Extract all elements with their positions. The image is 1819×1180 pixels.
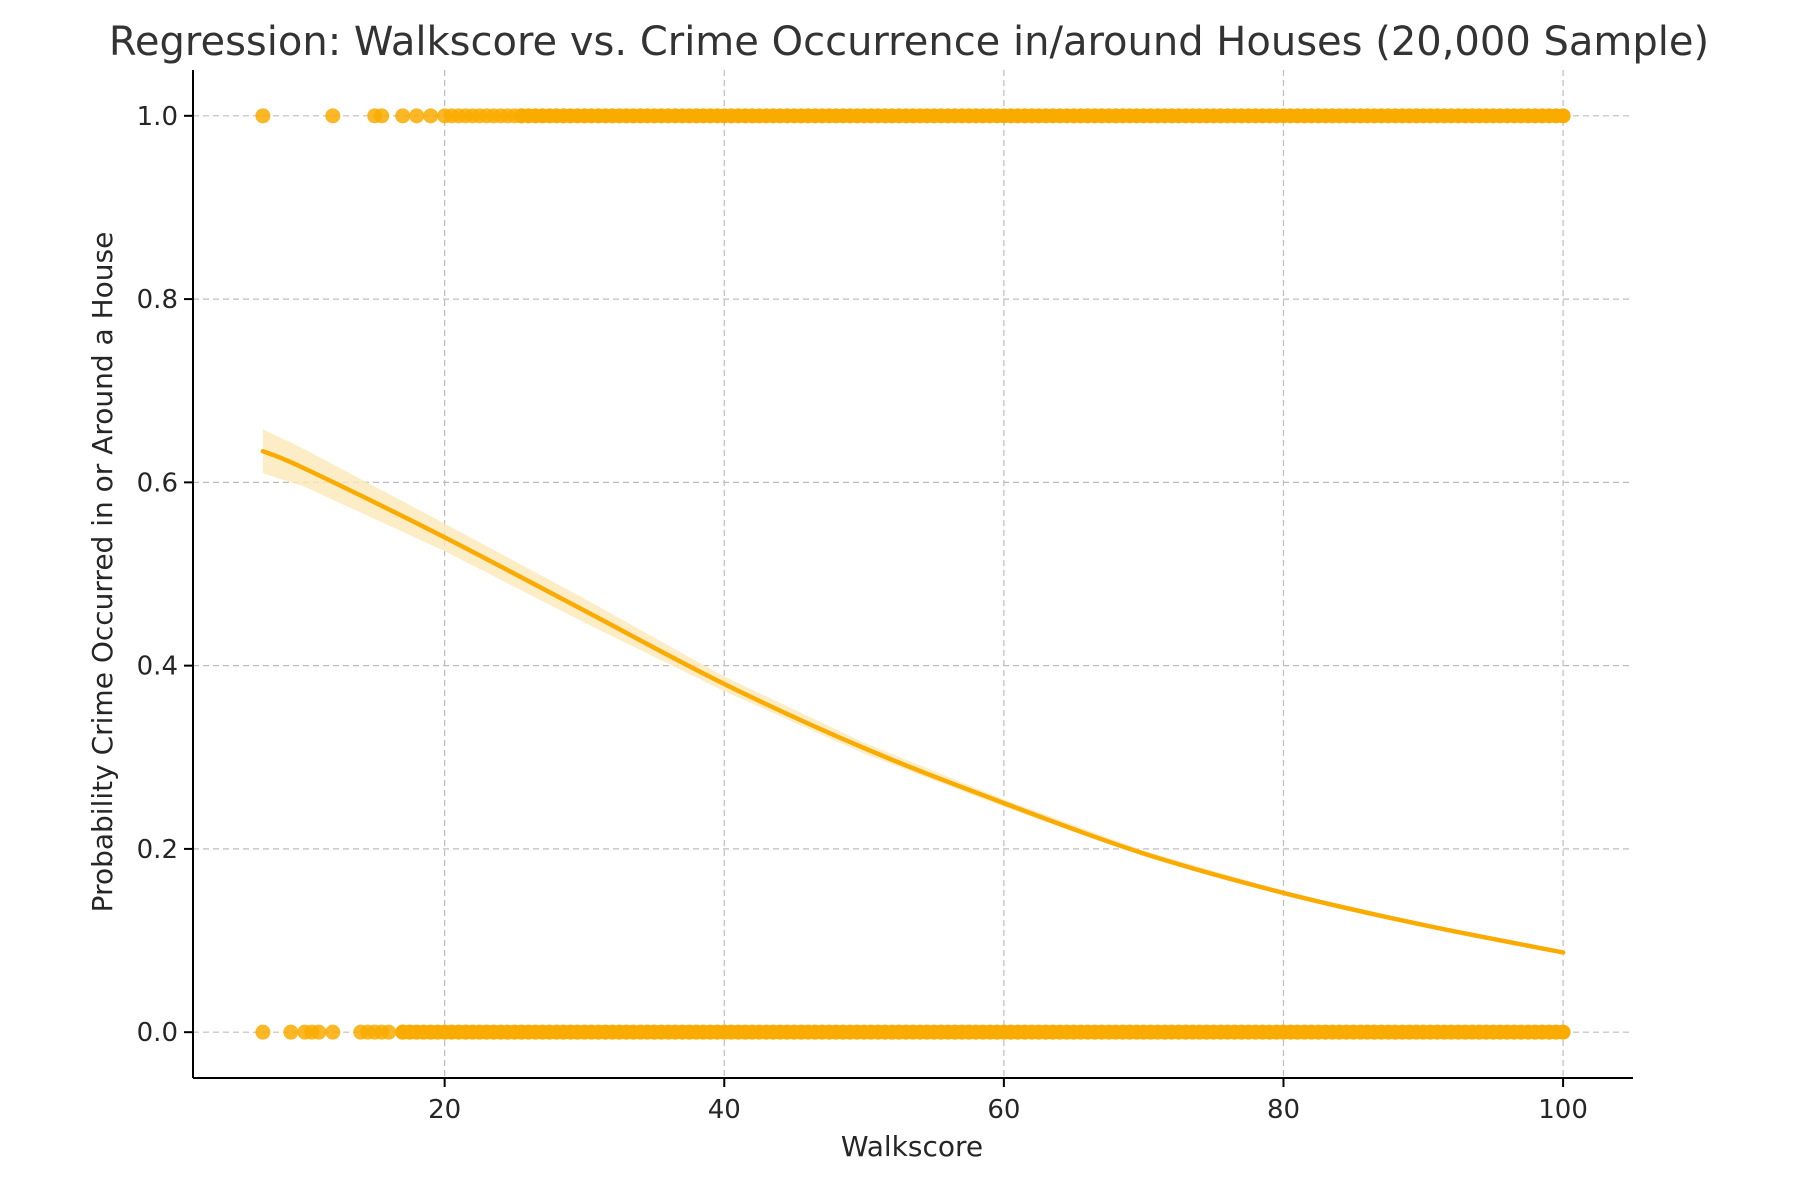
x-tick-label: 60 [987, 1095, 1020, 1125]
scatter-points [255, 108, 1571, 1040]
confidence-band-area [262, 429, 1564, 955]
data-point [409, 108, 425, 124]
x-tick-label: 40 [708, 1095, 741, 1125]
regression-line [260, 448, 1566, 955]
data-point [395, 108, 411, 124]
regression-curve [260, 448, 1566, 955]
x-tick-label: 20 [428, 1095, 461, 1125]
y-tick-label: 1.0 [137, 102, 178, 132]
confidence-band [262, 429, 1564, 955]
y-axis-label: Probability Crime Occurred in or Around … [86, 232, 119, 913]
data-point [311, 1024, 327, 1040]
y-tick-label: 0.0 [137, 1018, 178, 1048]
y-tick-label: 0.2 [137, 835, 178, 865]
grid [193, 70, 1633, 1078]
data-point [1555, 108, 1571, 124]
y-tick-label: 0.4 [137, 652, 178, 682]
data-point [325, 108, 341, 124]
data-point [381, 1024, 397, 1040]
data-point [255, 1024, 271, 1040]
x-tick-label: 80 [1267, 1095, 1300, 1125]
chart-title: Regression: Walkscore vs. Crime Occurren… [109, 19, 1709, 65]
y-tick-label: 0.6 [137, 468, 178, 498]
axes: 20 40 60 80 100 0.0 0.2 0.4 0.6 0.8 1.0 [137, 70, 1633, 1125]
data-point [1555, 1024, 1571, 1040]
x-axis-label: Walkscore [841, 1130, 983, 1163]
data-point [374, 108, 390, 124]
data-point [325, 1024, 341, 1040]
data-point [423, 108, 439, 124]
x-tick-label: 100 [1538, 1095, 1588, 1125]
data-point [283, 1024, 299, 1040]
y-tick-label: 0.8 [137, 285, 178, 315]
data-point [255, 108, 271, 124]
